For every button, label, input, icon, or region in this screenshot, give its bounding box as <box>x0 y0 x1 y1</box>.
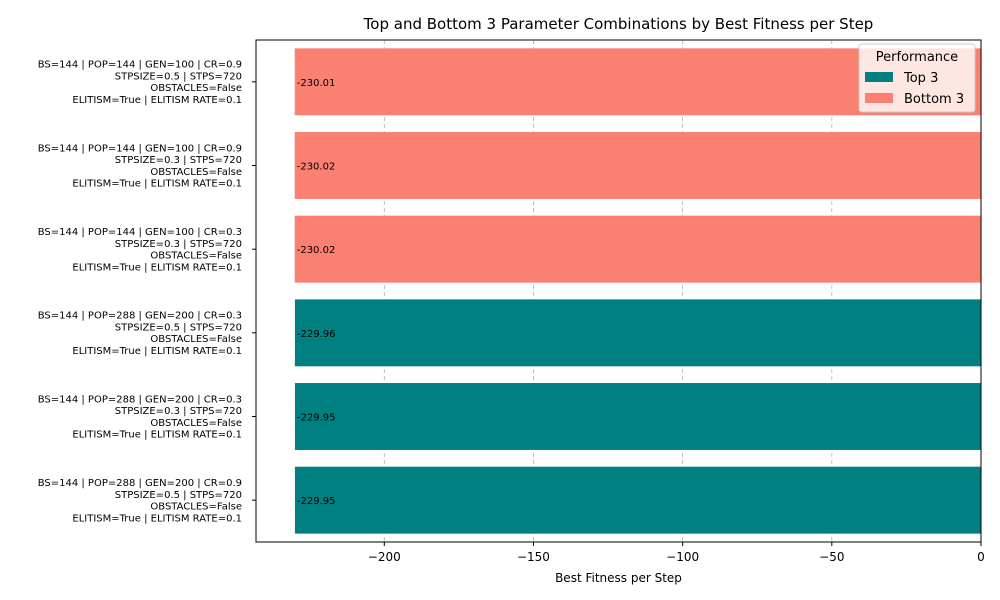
legend-label-top-3: Top 3 <box>903 71 938 86</box>
y-tick-label: BS=144 | POP=144 | GEN=100 | CR=0.3 STPSI… <box>38 227 242 273</box>
legend: Performance Top 3 Bottom 3 <box>858 43 976 113</box>
legend-title: Performance <box>876 50 958 65</box>
data-label: -229.95 <box>297 413 336 424</box>
bar <box>294 383 981 450</box>
bar <box>294 299 981 367</box>
bar <box>294 215 982 283</box>
x-axis-ticks: −200 −150 −100 −50 0 <box>368 542 985 564</box>
x-tick-label: −150 <box>517 550 550 564</box>
x-tick-label: −100 <box>666 550 699 564</box>
data-labels: -229.95 -229.95 -229.96 -230.02 -230.02 -230.… <box>297 78 336 507</box>
bars <box>294 48 982 534</box>
data-label: -230.02 <box>297 245 336 256</box>
plot-frame <box>255 39 982 543</box>
chart-title: Top and Bottom 3 Parameter Combinations … <box>363 15 874 33</box>
y-tick-label: BS=144 | POP=288 | GEN=200 | CR=0.3 STPSI… <box>38 394 242 440</box>
y-tick-label: BS=144 | POP=288 | GEN=200 | CR=0.3 STPSI… <box>38 311 242 357</box>
data-label: -230.01 <box>297 78 336 89</box>
x-axis-label: Best Fitness per Step <box>555 571 682 585</box>
data-label: -230.02 <box>297 162 336 173</box>
data-label: -229.96 <box>297 329 336 340</box>
data-label: -229.95 <box>297 496 336 507</box>
x-tick-label: −50 <box>819 550 844 564</box>
x-tick-label: −200 <box>368 550 401 564</box>
y-tick-label: BS=144 | POP=144 | GEN=100 | CR=0.9 STPSI… <box>38 143 242 189</box>
y-tick-label: BS=144 | POP=144 | GEN=100 | CR=0.9 STPSI… <box>38 60 242 106</box>
y-axis-ticks: BS=144 | POP=288 | GEN=200 | CR=0.9 STPSI… <box>38 60 256 524</box>
legend-swatch-bottom-3 <box>865 93 893 103</box>
bar <box>294 132 982 199</box>
x-tick-label: 0 <box>977 550 985 564</box>
legend-swatch-top-3 <box>865 72 893 82</box>
y-tick-label: BS=144 | POP=288 | GEN=200 | CR=0.9 STPSI… <box>38 478 242 524</box>
bar <box>294 466 981 534</box>
legend-label-bottom-3: Bottom 3 <box>904 92 964 107</box>
